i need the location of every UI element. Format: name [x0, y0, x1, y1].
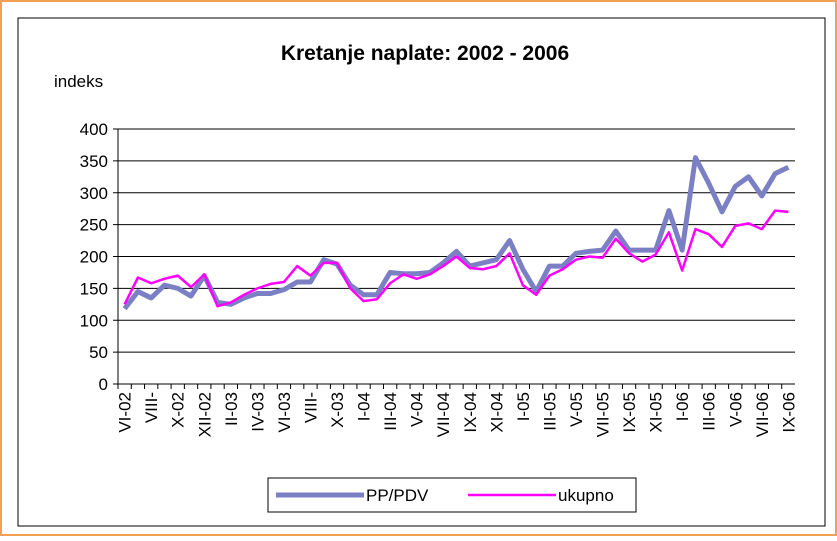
x-tick-label: V-06 — [726, 392, 745, 427]
x-tick-label: III-05 — [540, 392, 559, 431]
legend-label: ukupno — [558, 486, 614, 505]
x-tick-label: X-03 — [328, 392, 347, 428]
series-line — [123, 209, 789, 308]
x-tick-label: VI-02 — [116, 392, 135, 433]
x-tick-label: V-05 — [567, 392, 586, 427]
y-tick-label: 150 — [80, 279, 108, 298]
x-tick-label: VI-03 — [275, 392, 294, 433]
x-tick-label: IV-03 — [248, 392, 267, 432]
x-tick-label: IX-04 — [461, 392, 480, 433]
y-tick-label: 350 — [80, 152, 108, 171]
y-tick-label: 0 — [99, 375, 108, 394]
x-tick-label: XI-04 — [487, 392, 506, 433]
x-tick-label: IX-05 — [620, 392, 639, 433]
y-tick-label: 400 — [80, 120, 108, 139]
x-tick-label: I-06 — [673, 392, 692, 421]
y-tick-label: 50 — [89, 343, 108, 362]
y-axis-label: indeks — [54, 72, 103, 91]
x-tick-label: X-02 — [169, 392, 188, 428]
y-tick-label: 200 — [80, 248, 108, 267]
x-tick-label: VII-04 — [434, 392, 453, 437]
x-tick-label: II-03 — [222, 392, 241, 426]
x-tick-label: XI-05 — [647, 392, 666, 433]
x-tick-label: VIII- — [301, 392, 320, 423]
x-tick-label: V-04 — [408, 392, 427, 427]
x-tick-label: XII-02 — [195, 392, 214, 437]
x-tick-label: III-04 — [381, 392, 400, 431]
x-tick-label: I-05 — [514, 392, 533, 421]
x-tick-label: VII-05 — [594, 392, 613, 437]
legend-label: PP/PDV — [366, 486, 429, 505]
x-tick-label: IX-06 — [779, 392, 798, 433]
y-tick-label: 100 — [80, 311, 108, 330]
series-line — [122, 155, 790, 311]
y-tick-label: 250 — [80, 216, 108, 235]
x-tick-label: I-04 — [355, 392, 374, 421]
x-tick-label: VIII- — [142, 392, 161, 423]
x-tick-label: III-06 — [700, 392, 719, 431]
x-tick-label: VII-06 — [753, 392, 772, 437]
y-tick-label: 300 — [80, 184, 108, 203]
chart-title: Kretanje naplate: 2002 - 2006 — [281, 42, 569, 65]
